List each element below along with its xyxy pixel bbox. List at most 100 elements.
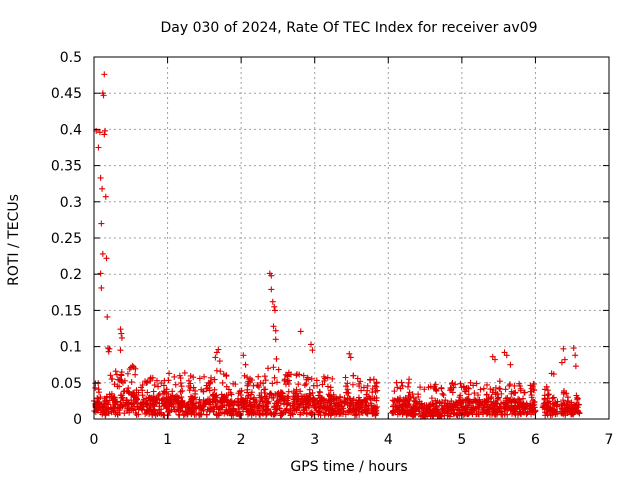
data-point [573,407,580,414]
data-point [146,404,153,411]
data-point [399,402,406,409]
y-tick-label: 0.05 [51,376,82,392]
data-point [477,386,484,393]
data-point [517,411,524,418]
y-tick-label: 0.15 [51,303,82,319]
data-point [437,413,444,420]
data-point [124,407,131,414]
data-point [124,388,131,395]
data-point [268,286,275,293]
data-point [92,380,99,387]
data-point [444,400,451,407]
data-point [196,375,203,382]
data-point [310,382,317,389]
data-point [449,389,456,396]
data-point [266,409,273,416]
data-point [155,383,162,390]
data-point [415,405,422,412]
data-point [362,398,369,405]
data-point [469,403,476,410]
grid-lines [94,57,609,419]
data-point [332,403,339,410]
data-point [295,381,302,388]
data-point [181,411,188,418]
y-tick-label: 0.1 [60,340,82,356]
data-point [570,345,577,352]
data-point [508,390,515,397]
data-point [290,389,297,396]
data-point [189,405,196,412]
data-point [510,406,517,413]
data-point [226,408,233,415]
data-point [467,379,474,386]
data-point [108,376,115,383]
data-point [320,373,327,380]
data-point [560,345,567,352]
data-point [350,396,357,403]
data-point [285,388,292,395]
data-point [262,393,269,400]
data-point [260,402,267,409]
data-point [166,406,173,413]
x-tick-label: 1 [163,432,172,448]
data-point [347,354,354,361]
data-point [206,407,213,414]
data-point [213,367,220,374]
data-point [175,411,182,418]
data-point [128,391,135,398]
data-point [197,403,204,410]
data-point [454,412,461,419]
data-point [528,394,535,401]
data-point [271,411,278,418]
data-point [185,377,192,384]
data-point [110,407,117,414]
data-point [117,326,124,333]
data-point [357,378,364,385]
data-point [429,401,436,408]
data-point [485,407,492,414]
data-point [284,372,291,379]
data-point [488,398,495,405]
data-point [441,409,448,416]
data-point [99,407,106,414]
data-point [415,391,422,398]
data-point [413,399,420,406]
data-point [447,384,454,391]
data-point [187,384,194,391]
data-point [212,392,219,399]
data-point [297,388,304,395]
data-point [560,397,567,404]
data-point [356,403,363,410]
data-point [507,361,514,368]
data-point [457,380,464,387]
data-point [171,396,178,403]
data-point [416,403,423,410]
chart-title: Day 030 of 2024, Rate Of TEC Index for r… [160,20,537,36]
data-point [171,373,178,380]
data-point [274,405,281,412]
data-point [356,383,363,390]
data-point [293,372,300,379]
data-point [545,391,552,398]
data-point [464,395,471,402]
data-point [504,404,511,411]
data-point [432,386,439,393]
data-point [361,407,368,414]
data-point [479,407,486,414]
data-point [360,384,367,391]
data-point [327,387,334,394]
data-point [410,394,417,401]
data-point [498,390,505,397]
data-point [218,409,225,416]
data-point [273,355,280,362]
data-point [219,379,226,386]
data-point [190,395,197,402]
data-point [241,372,248,379]
data-point [226,401,233,408]
data-point [364,409,371,416]
data-point [322,405,329,412]
data-point [241,400,248,407]
data-point [159,395,166,402]
data-point [107,372,114,379]
